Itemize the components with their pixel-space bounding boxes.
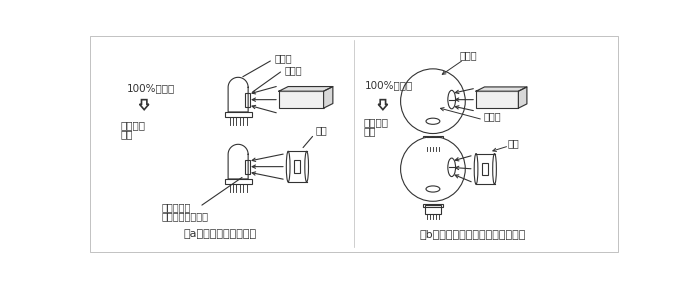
Text: 100%合わせ: 100%合わせ bbox=[365, 80, 413, 90]
Ellipse shape bbox=[426, 118, 440, 124]
Bar bbox=[245, 93, 250, 107]
FancyArrow shape bbox=[378, 100, 388, 110]
Text: 測定: 測定 bbox=[364, 126, 376, 136]
Polygon shape bbox=[279, 87, 333, 91]
Polygon shape bbox=[476, 87, 527, 91]
Text: 試料: 試料 bbox=[508, 138, 520, 148]
Bar bbox=[295, 160, 301, 173]
Text: 検出器: 検出器 bbox=[484, 112, 502, 122]
Bar bbox=[279, 91, 324, 108]
Ellipse shape bbox=[474, 154, 478, 184]
Bar bbox=[476, 91, 518, 108]
Ellipse shape bbox=[448, 158, 455, 177]
Text: 積分球: 積分球 bbox=[459, 50, 477, 60]
Bar bbox=[225, 112, 252, 117]
Text: 100%合わせ: 100%合わせ bbox=[126, 83, 175, 93]
Text: 受光面: 受光面 bbox=[284, 65, 302, 76]
Text: （b）積分球を介して受光する場合: （b）積分球を介して受光する場合 bbox=[420, 229, 526, 239]
Text: 受光面より: 受光面より bbox=[161, 202, 190, 212]
Bar bbox=[423, 203, 443, 207]
Circle shape bbox=[401, 69, 465, 134]
Bar bbox=[425, 137, 441, 146]
Bar bbox=[482, 163, 489, 175]
Circle shape bbox=[401, 137, 465, 201]
Text: 試料: 試料 bbox=[316, 125, 328, 135]
FancyArrow shape bbox=[139, 100, 149, 110]
Text: はみだした測定光: はみだした測定光 bbox=[161, 211, 208, 221]
Bar bbox=[423, 136, 443, 139]
Polygon shape bbox=[324, 87, 333, 108]
Text: 透過率の: 透過率の bbox=[120, 120, 146, 130]
Text: 透過率の: 透過率の bbox=[364, 117, 388, 127]
Text: （a）直接受光する場合: （a）直接受光する場合 bbox=[184, 229, 257, 239]
Bar bbox=[425, 205, 441, 214]
Bar bbox=[245, 160, 250, 174]
Text: 測定: 測定 bbox=[120, 129, 132, 139]
Polygon shape bbox=[518, 87, 527, 108]
Bar bbox=[225, 179, 252, 184]
Ellipse shape bbox=[493, 154, 496, 184]
Ellipse shape bbox=[286, 151, 290, 182]
Ellipse shape bbox=[426, 186, 440, 192]
Ellipse shape bbox=[448, 90, 455, 109]
Ellipse shape bbox=[305, 151, 308, 182]
Text: 検出器: 検出器 bbox=[275, 53, 292, 63]
